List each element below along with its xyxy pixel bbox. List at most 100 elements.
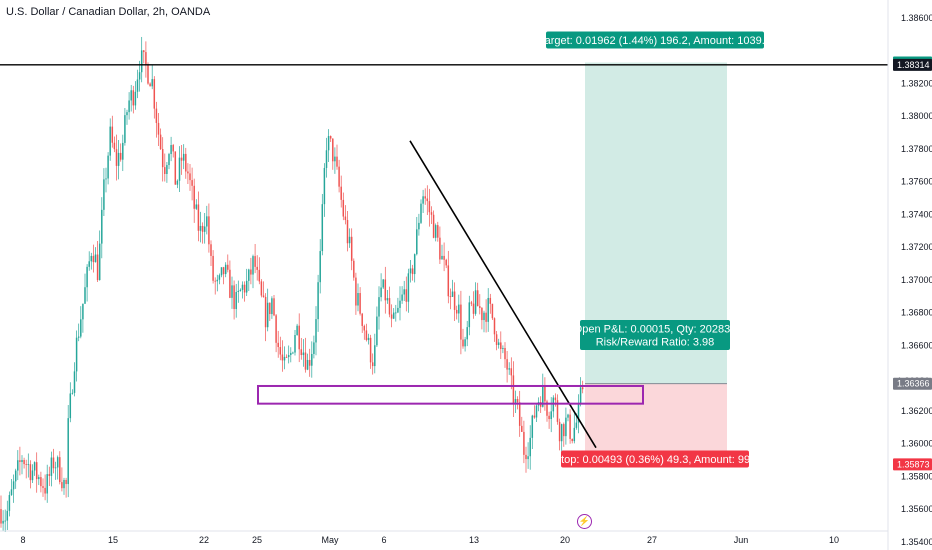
candle-body [258,269,261,282]
candle-body [512,375,515,404]
candle-body [554,397,557,401]
candle-body [126,112,128,116]
candle-body [203,226,206,232]
candle-body [59,457,61,483]
candle-body [306,359,309,370]
candle-body [254,256,256,267]
pnl-badge-text: Open P&L: 0.00015, Qty: 202839 [574,324,737,336]
candle-body [302,352,305,356]
candle-body [367,337,370,341]
candle-body [363,325,366,331]
candle-body [392,312,395,319]
candle-body [21,460,23,462]
candle-body [109,126,111,156]
stop-badge-bg [561,450,749,468]
candle-body [161,149,164,168]
candle-body [340,186,342,200]
candle-body [491,303,494,319]
candle-body [153,79,156,109]
y-tick-label: 1.37200 [901,242,932,252]
candle-body [218,275,221,280]
candle-body [117,152,120,166]
candle-body [216,279,219,282]
candle-body [48,474,51,476]
support-box [257,384,644,405]
entry-price-tag-bg [893,377,932,390]
candle-body [523,431,525,455]
candle-body [65,479,67,485]
candle-body [386,298,389,301]
candle-body [533,415,536,418]
candle-body [308,359,311,366]
candle-body [581,387,584,390]
candle-body [298,325,300,350]
candle-body [172,145,174,152]
candle-body [405,289,408,302]
candle-body [348,236,351,244]
candle-body [361,313,363,326]
candle-body [164,167,166,174]
y-tick-label: 1.38000 [901,111,932,121]
candle-body [107,155,109,179]
x-tick-label: 20 [560,535,570,545]
candle-body [527,456,529,460]
candle-body [579,387,582,405]
candle-body [185,153,187,172]
candle-body [124,115,126,143]
candle-body [214,280,216,282]
candle-body [497,342,500,345]
stop-badge: Stop: 0.00493 (0.36%) 49.3, Amount: 990 [554,450,756,468]
candle-body [319,251,321,283]
candle-body [476,290,479,307]
pnl-badge-bg [580,320,730,350]
candle-body [413,254,416,275]
candle-body [317,282,319,320]
candle-body [266,302,269,328]
x-tick-label: Jun [734,535,749,545]
stop-price-tag: 1.35873 [897,459,930,469]
x-tick-label: 15 [108,535,118,545]
candle-body [71,392,74,394]
candle-body [155,108,158,123]
candle-body [84,287,86,304]
candle-body [441,255,443,260]
candle-body [575,422,578,428]
candle-body [428,201,431,213]
candle-body [86,266,88,288]
candle-body [544,385,546,402]
candle-body [506,359,508,370]
candle-body [443,255,445,260]
candle-body [111,126,114,143]
candle-body [235,292,237,310]
candle-body [344,216,347,221]
stop-badge-text: Stop: 0.00493 (0.36%) 49.3, Amount: 990 [554,454,756,466]
candle-body [355,277,357,306]
entry-price-tag: 1.36366 [897,379,930,389]
candle-body [409,268,412,274]
candle-body [296,325,298,336]
candle-body [56,457,59,468]
candle-body [82,303,84,320]
flash-icon[interactable]: ⚡ [577,514,592,529]
candle-body [105,178,107,180]
candle-body [466,327,468,340]
candle-body [397,307,399,313]
candle-body [90,255,93,262]
candle-body [239,289,242,291]
candle-body [33,462,36,471]
candle-body [460,304,462,340]
candle-body [178,157,181,181]
candle-body [237,290,240,293]
candle-body [134,91,137,106]
candle-body [275,315,277,343]
candle-body [241,284,244,290]
candle-body [182,153,185,161]
candle-body [8,495,11,511]
x-tick-label: 22 [199,535,209,545]
candle-body [252,256,254,275]
y-tick-label: 1.36200 [901,406,932,416]
candle-body [510,368,513,376]
candle-body [495,334,498,345]
candle-body [101,209,103,244]
